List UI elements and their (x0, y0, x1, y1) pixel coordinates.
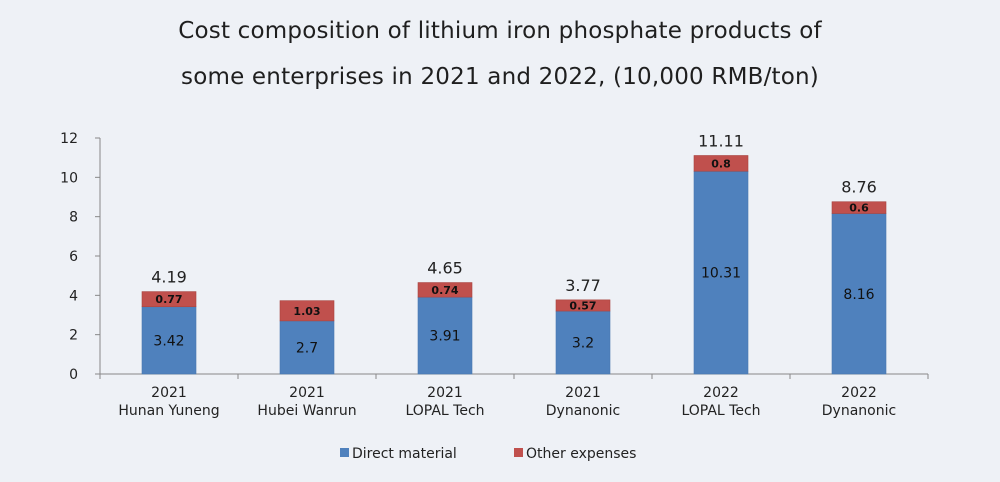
bar-other-expenses (279, 300, 335, 322)
bar-other-expenses (417, 282, 473, 298)
chart-title-line-1: Cost composition of lithium iron phospha… (178, 18, 822, 44)
data-label-other-expenses: 0.57 (569, 299, 596, 312)
legend-swatch-direct-material (340, 448, 349, 457)
x-category-label-company: Hubei Wanrun (257, 403, 356, 419)
legend-swatch-other-expenses (514, 448, 523, 457)
data-label-other-expenses: 0.77 (155, 293, 182, 306)
x-category-label-company: Dynanonic (822, 403, 896, 419)
data-label-other-expenses: 0.8 (711, 157, 731, 170)
bar-direct-material (555, 310, 611, 375)
bar-direct-material (279, 320, 335, 375)
bar-other-expenses (555, 299, 611, 312)
x-category-label-company: LOPAL Tech (405, 403, 484, 419)
legend-label-other-expenses: Other expenses (526, 446, 636, 462)
data-label-direct-material: 8.16 (843, 287, 874, 303)
bar-direct-material (693, 170, 749, 375)
bar-direct-material (417, 296, 473, 375)
y-tick-label: 4 (69, 288, 78, 304)
x-category-label-year: 2021 (427, 385, 463, 401)
x-category-label-company: Dynanonic (546, 403, 620, 419)
data-label-other-expenses: 0.6 (849, 202, 869, 215)
x-category-label-year: 2021 (151, 385, 187, 401)
data-label-direct-material: 10.31 (701, 266, 741, 282)
data-label-other-expenses: 0.74 (431, 284, 458, 297)
x-category-label-company: Hunan Yuneng (118, 403, 219, 419)
x-category-label-year: 2022 (841, 385, 877, 401)
x-category-label-year: 2021 (565, 385, 601, 401)
x-category-label-year: 2022 (703, 385, 739, 401)
data-label-direct-material: 2.7 (296, 340, 318, 356)
legend-label-direct-material: Direct material (352, 446, 457, 462)
chart-title-line-2: some enterprises in 2021 and 2022, (10,0… (181, 64, 819, 90)
data-label-other-expenses: 1.03 (293, 305, 320, 318)
data-label-direct-material: 3.2 (572, 336, 594, 352)
bar-direct-material (141, 306, 197, 375)
bar-direct-material (831, 213, 887, 375)
y-tick-label: 2 (69, 328, 78, 344)
total-label: 8.76 (841, 178, 877, 197)
data-label-direct-material: 3.42 (153, 333, 184, 349)
y-tick-label: 0 (69, 367, 78, 383)
total-label: 11.11 (698, 132, 744, 151)
x-category-label-year: 2021 (289, 385, 325, 401)
y-tick-label: 6 (69, 249, 78, 265)
bar-other-expenses (141, 291, 197, 308)
total-label: 4.65 (427, 259, 463, 278)
y-tick-label: 12 (60, 131, 78, 147)
x-category-label-company: LOPAL Tech (681, 403, 760, 419)
y-tick-label: 10 (60, 170, 78, 186)
bar-other-expenses (693, 155, 749, 172)
data-label-direct-material: 3.91 (429, 329, 460, 345)
total-label: 4.19 (151, 268, 187, 287)
total-label: 3.77 (565, 276, 601, 295)
y-tick-label: 8 (69, 210, 78, 226)
bar-other-expenses (831, 201, 887, 214)
